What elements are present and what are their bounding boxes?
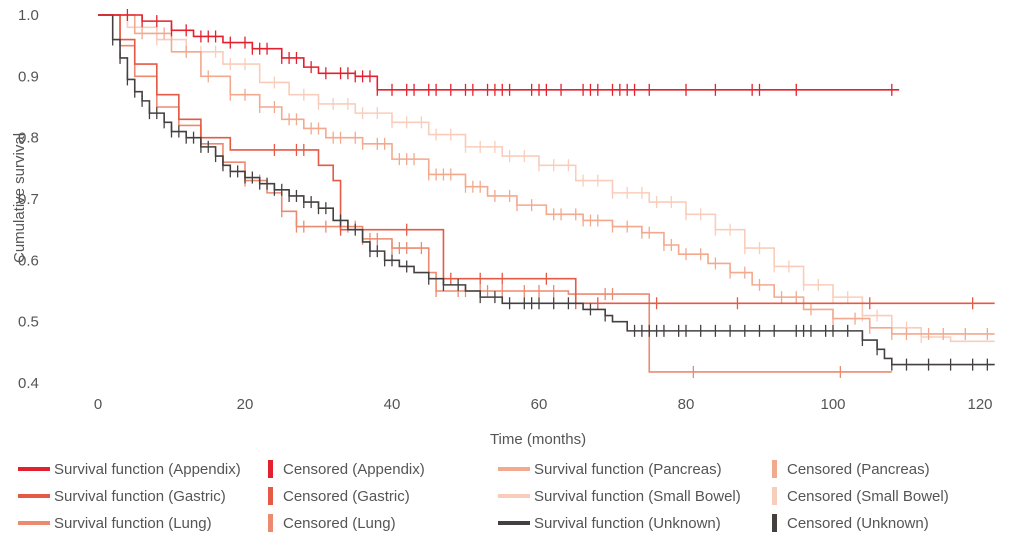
x-tick-label: 20 (237, 396, 254, 413)
legend-line-swatch (18, 521, 50, 525)
y-tick-label: 0.9 (18, 68, 39, 85)
legend-item: Censored (Unknown) (770, 513, 1008, 533)
legend-item: Censored (Appendix) (266, 459, 498, 479)
legend-item: Survival function (Small Bowel) (498, 486, 770, 506)
y-tick-label: 0.8 (18, 130, 39, 147)
x-tick-label: 80 (678, 396, 695, 413)
km-survival-chart: Cumulative survival Time (months) 0 20 40 6… (11, 7, 995, 448)
series-appendix (98, 9, 900, 96)
legend-label: Survival function (Pancreas) (534, 460, 722, 478)
series-pancreas (98, 14, 995, 340)
legend-item: Censored (Lung) (266, 513, 498, 533)
legend-line-swatch (498, 467, 530, 471)
x-ticks: 0 20 40 60 80 100 120 (94, 396, 993, 413)
legend-item: Survival function (Lung) (18, 513, 266, 533)
legend-item: Survival function (Appendix) (18, 459, 266, 479)
legend-line-swatch (18, 467, 50, 471)
y-tick-label: 0.4 (18, 375, 39, 392)
legend-item: Censored (Pancreas) (770, 459, 1008, 479)
legend: Survival function (Appendix) Censored (Ap… (18, 459, 1008, 533)
y-tick-label: 0.6 (18, 252, 39, 269)
legend-label: Censored (Appendix) (283, 460, 425, 478)
legend-label: Censored (Unknown) (787, 514, 929, 532)
legend-censor-swatch (772, 460, 777, 478)
series-gastric (98, 14, 995, 310)
series-small-bowel (98, 14, 995, 343)
legend-line-swatch (498, 521, 530, 525)
series-layer (98, 9, 995, 378)
legend-censor-swatch (772, 487, 777, 505)
x-tick-label: 120 (967, 396, 992, 413)
legend-label: Censored (Small Bowel) (787, 487, 949, 505)
y-axis-label: Cumulative survival (11, 133, 28, 263)
y-tick-label: 0.5 (18, 314, 39, 331)
legend-label: Censored (Lung) (283, 514, 396, 532)
survival-line-lung (98, 14, 892, 373)
x-tick-label: 0 (94, 396, 102, 413)
survival-line-gastric (98, 14, 995, 305)
legend-label: Censored (Pancreas) (787, 460, 930, 478)
legend-label: Survival function (Appendix) (54, 460, 241, 478)
survival-line-small-bowel (98, 14, 995, 343)
legend-label: Survival function (Unknown) (534, 514, 721, 532)
legend-label: Censored (Gastric) (283, 487, 410, 505)
x-tick-label: 40 (384, 396, 401, 413)
legend-line-swatch (18, 494, 50, 498)
y-tick-label: 1.0 (18, 7, 39, 24)
legend-label: Survival function (Gastric) (54, 487, 226, 505)
y-axis-title: Cumulative survival (11, 133, 28, 263)
legend-item: Survival function (Pancreas) (498, 459, 770, 479)
x-tick-label: 100 (820, 396, 845, 413)
legend-item: Survival function (Gastric) (18, 486, 266, 506)
y-tick-label: 0.7 (18, 191, 39, 208)
survival-line-unknown (98, 14, 995, 366)
legend-item: Censored (Gastric) (266, 486, 498, 506)
legend-label: Survival function (Small Bowel) (534, 487, 741, 505)
survival-line-pancreas (98, 14, 995, 335)
legend-label: Survival function (Lung) (54, 514, 212, 532)
legend-line-swatch (498, 494, 530, 498)
series-unknown (98, 14, 995, 371)
legend-censor-swatch (268, 514, 273, 532)
legend-item: Censored (Small Bowel) (770, 486, 1008, 506)
x-axis-label: Time (months) (490, 431, 586, 448)
legend-censor-swatch (268, 487, 273, 505)
legend-censor-swatch (772, 514, 777, 532)
legend-censor-swatch (268, 460, 273, 478)
x-tick-label: 60 (531, 396, 548, 413)
legend-item: Survival function (Unknown) (498, 513, 770, 533)
y-ticks: 0.4 0.5 0.6 0.7 0.8 0.9 1.0 (18, 7, 39, 392)
